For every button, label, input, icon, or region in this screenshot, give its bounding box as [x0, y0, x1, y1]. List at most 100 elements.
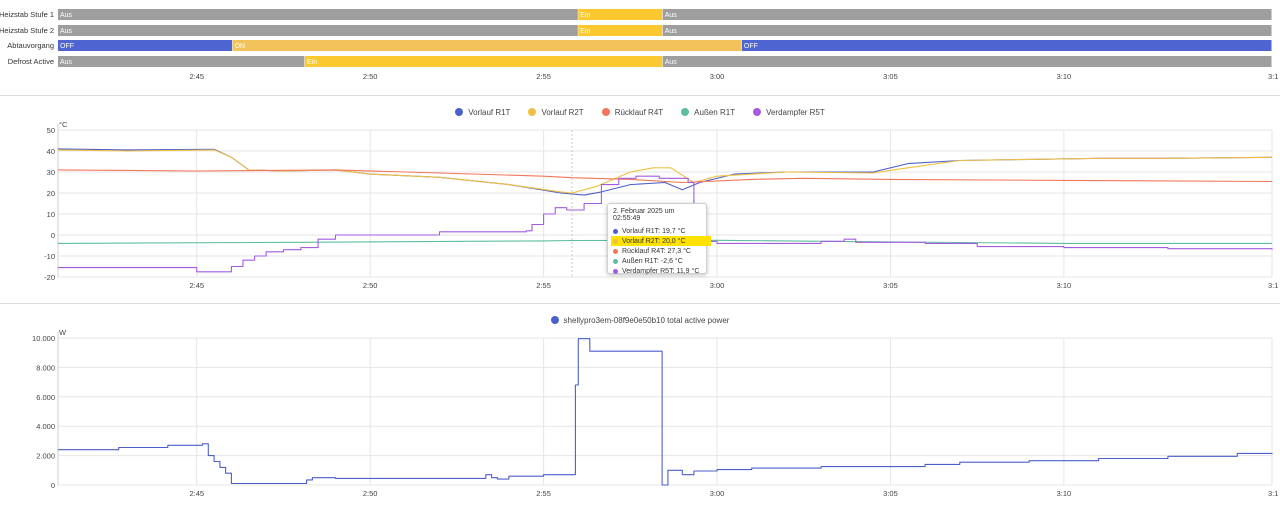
series-line-verdampfer-r5t[interactable] [58, 175, 1273, 273]
timeline-segment-heizstab-stufe-2[interactable] [662, 25, 1272, 36]
timeline-x-tick: 2:45 [189, 72, 204, 81]
timeline-segment-heizstab-stufe-1[interactable] [662, 9, 1272, 20]
y-tick-label: 6.000 [36, 393, 55, 402]
timeline-segment-defrost-active[interactable] [662, 56, 1272, 67]
timeline-row-label: Abtauvorgang [7, 41, 54, 50]
legend-item-vorlauf-r1t[interactable]: Vorlauf R1T [455, 108, 510, 117]
tooltip-dot-icon [613, 228, 618, 234]
tooltip-dot-icon [613, 248, 618, 254]
legend-dot-icon [550, 316, 559, 324]
timeline-x-tick: 2:55 [536, 72, 551, 81]
y-tick-label: 0 [51, 231, 55, 240]
y-axis-unit: W [59, 328, 67, 337]
timeline-segment-heizstab-stufe-2[interactable] [58, 25, 578, 36]
y-axis-unit: °C [59, 120, 68, 129]
timeline-segment-defrost-active[interactable] [58, 56, 305, 67]
x-tick-label: 3:05 [883, 489, 898, 498]
x-tick-label: 2:50 [363, 489, 378, 498]
x-tick-label: 3:00 [710, 489, 725, 498]
x-tick-label: 2:45 [189, 281, 204, 290]
series-line-shellypro3em-08f9e0e50b10-total-active-power[interactable] [58, 338, 1273, 486]
x-tick-label: 3:10 [1057, 281, 1072, 290]
temperature-legend: Vorlauf R1T Vorlauf R2T Rücklauf R4T Außen … [0, 104, 1280, 120]
legend-label: Rücklauf R4T [614, 107, 664, 117]
timeline-row-label: Defrost Active [8, 57, 54, 66]
tooltip-dot-icon [613, 258, 618, 264]
timeline-segment-label: Aus [665, 59, 678, 66]
timeline-segment-heizstab-stufe-1[interactable] [58, 9, 578, 20]
tooltip-row-text: Außen R1T: -2,6 °C [622, 257, 683, 265]
x-tick-label: 2:55 [536, 489, 551, 498]
tooltip-row: Vorlauf R2T: 20,0 °C [611, 236, 711, 246]
power-chart-svg: 10.000 8.000 6.000 4.000 2.000 0 2:45 2:50 2:55 3… [32, 328, 1278, 498]
timeline-segment-abtauvorgang[interactable] [232, 40, 742, 51]
y-tick-label: 2.000 [36, 452, 55, 461]
legend-label: shellypro3em-08f9e0e50b10 total active p… [563, 315, 730, 325]
legend-dot-icon [753, 108, 762, 116]
timeline-segment-label: Aus [665, 12, 678, 19]
legend-dot-icon [455, 108, 464, 116]
legend-dot-icon [601, 108, 610, 116]
legend-label: Außen R1T [694, 107, 736, 117]
tooltip-row: Rücklauf R4T: 27,3 °C [613, 246, 701, 256]
timeline-segment-label: Aus [60, 12, 73, 19]
timeline-segment-label: OFF [744, 43, 758, 50]
power-chart: 10.000 8.000 6.000 4.000 2.000 0 2:45 2:50 2:55 3… [0, 326, 1280, 506]
y-tick-label: 50 [47, 126, 55, 135]
legend-item-verdampfer-r5t[interactable]: Verdampfer R5T [753, 108, 825, 117]
timeline-segment-label: Aus [60, 28, 73, 35]
legend-label: Vorlauf R2T [541, 107, 584, 117]
timeline-segment-label: Ein [307, 59, 317, 66]
timeline-x-tick: 3:05 [883, 72, 898, 81]
legend-item-shellypro3em-08f9e0e50b10-total-active-power[interactable]: shellypro3em-08f9e0e50b10 total active p… [550, 315, 730, 325]
tooltip-row-text: Rücklauf R4T: 27,3 °C [622, 247, 691, 255]
y-tick-label: 0 [51, 481, 55, 490]
x-tick-label: 3:10 [1057, 489, 1072, 498]
tooltip-row-text: Vorlauf R1T: 19,7 °C [622, 227, 686, 235]
legend-item-r-cklauf-r4t[interactable]: Rücklauf R4T [601, 107, 664, 117]
legend-dot-icon [681, 108, 690, 116]
temperature-chart: 50 40 30 20 10 0 -10 -20 2:45 2:50 2:55 3:00 3:05 3:1… [0, 118, 1280, 298]
timeline-x-tick: 2:50 [363, 72, 378, 81]
tooltip-row-text: Verdampfer R5T: 11,9 °C [622, 267, 700, 275]
timeline-row-label: Heizstab Stufe 2 [0, 26, 54, 35]
x-tick-label: 2:50 [363, 281, 378, 290]
y-tick-label: 4.000 [36, 422, 55, 431]
legend-dot-icon [528, 108, 537, 116]
y-tick-label: 40 [47, 147, 55, 156]
timeline-segment-abtauvorgang[interactable] [741, 40, 1272, 51]
timeline-segment-label: OFF [60, 43, 74, 50]
timeline-segment-defrost-active[interactable] [304, 56, 663, 67]
timeline-segment-label: Ein [580, 28, 590, 35]
timeline-segment-label: Aus [665, 28, 678, 35]
legend-item-vorlauf-r2t[interactable]: Vorlauf R2T [528, 107, 584, 117]
y-tick-label: 20 [47, 189, 55, 198]
timeline-segment-heizstab-stufe-1[interactable] [578, 9, 663, 20]
y-tick-label: 10 [47, 210, 55, 219]
chart-tooltip: 2. Februar 2025 um 02:55:49 Vorlauf R1T:… [607, 203, 711, 275]
x-tick-label: 3:1 [1268, 489, 1278, 498]
timeline-x-tick: 3:1 [1268, 72, 1278, 81]
x-tick-label: 3:05 [883, 281, 898, 290]
timeline-segment-heizstab-stufe-2[interactable] [578, 25, 663, 36]
timeline-svg: Heizstab Stufe 1 Aus Ein Aus Heizstab Stufe … [0, 9, 1278, 81]
tooltip-row-text: Vorlauf R2T: 20,0 °C [622, 237, 686, 245]
section-divider [0, 303, 1280, 304]
series-line-r-cklauf-r4t[interactable] [57, 169, 1273, 184]
legend-item-au-en-r1t[interactable]: Außen R1T [681, 108, 735, 117]
timeline-segment-label: Aus [60, 59, 73, 66]
timeline-segment-abtauvorgang[interactable] [58, 40, 233, 51]
y-tick-label: 8.000 [36, 363, 55, 372]
timeline-segment-label: Ein [580, 12, 590, 19]
legend-label: Vorlauf R1T [468, 107, 511, 117]
timeline-x-tick: 3:10 [1057, 72, 1072, 81]
timeline-chart: Heizstab Stufe 1 Aus Ein Aus Heizstab Stufe … [0, 0, 1280, 92]
y-tick-label: 30 [47, 168, 55, 177]
legend-label: Verdampfer R5T [766, 107, 825, 117]
tooltip-row: Vorlauf R1T: 19,7 °C [613, 226, 701, 236]
series-line-vorlauf-r2t[interactable] [57, 149, 1273, 194]
timeline-x-tick: 3:00 [710, 72, 725, 81]
x-tick-label: 3:1 [1268, 281, 1278, 290]
power-legend: shellypro3em-08f9e0e50b10 total active p… [0, 312, 1280, 328]
timeline-row-label: Heizstab Stufe 1 [0, 10, 54, 19]
